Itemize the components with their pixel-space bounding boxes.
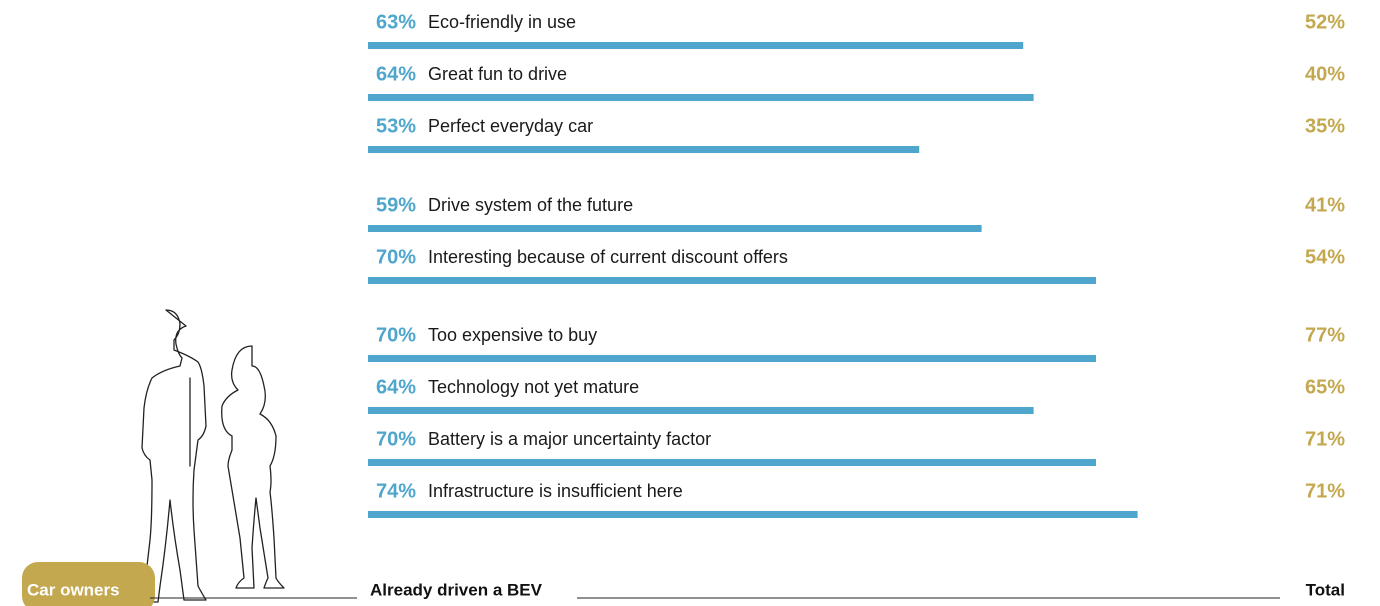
group-label: Car owners [27, 580, 120, 599]
people-illustration [138, 310, 284, 602]
category-label: Perfect everyday car [428, 116, 593, 136]
value-label: 70% [376, 324, 416, 346]
value-label: 74% [376, 480, 416, 502]
category-label: Interesting because of current discount … [428, 247, 788, 267]
bar [368, 42, 1023, 49]
man-figure [138, 310, 206, 602]
bar [368, 277, 1096, 284]
total-label: 71% [1305, 428, 1345, 450]
woman-figure [222, 346, 284, 588]
chart: Car owners Already driven a BEV Total Ec… [0, 0, 1380, 606]
value-label: 64% [376, 376, 416, 398]
total-label: 40% [1305, 63, 1345, 85]
legend-entry: Total [1306, 580, 1345, 599]
total-label: 71% [1305, 480, 1345, 502]
category-label: Infrastructure is insufficient here [428, 481, 683, 501]
total-label: 77% [1305, 324, 1345, 346]
category-label: Battery is a major uncertainty factor [428, 429, 711, 449]
total-label: 65% [1305, 376, 1345, 398]
bar [368, 459, 1096, 466]
value-label: 63% [376, 11, 416, 33]
value-label: 64% [376, 63, 416, 85]
total-label: 52% [1305, 11, 1345, 33]
value-label: 70% [376, 428, 416, 450]
category-label: Great fun to drive [428, 64, 567, 84]
category-label: Technology not yet mature [428, 377, 639, 397]
bar [368, 225, 982, 232]
category-label: Too expensive to buy [428, 325, 597, 345]
total-label: 41% [1305, 194, 1345, 216]
bar [368, 407, 1034, 414]
bar [368, 94, 1034, 101]
value-label: 59% [376, 194, 416, 216]
total-label: 35% [1305, 115, 1345, 137]
category-label: Eco-friendly in use [428, 12, 576, 32]
total-label: 54% [1305, 246, 1345, 268]
legend-entry: Already driven a BEV [370, 580, 543, 599]
bar [368, 355, 1096, 362]
value-label: 53% [376, 115, 416, 137]
value-label: 70% [376, 246, 416, 268]
category-label: Drive system of the future [428, 195, 633, 215]
bar [368, 511, 1138, 518]
bar [368, 146, 919, 153]
